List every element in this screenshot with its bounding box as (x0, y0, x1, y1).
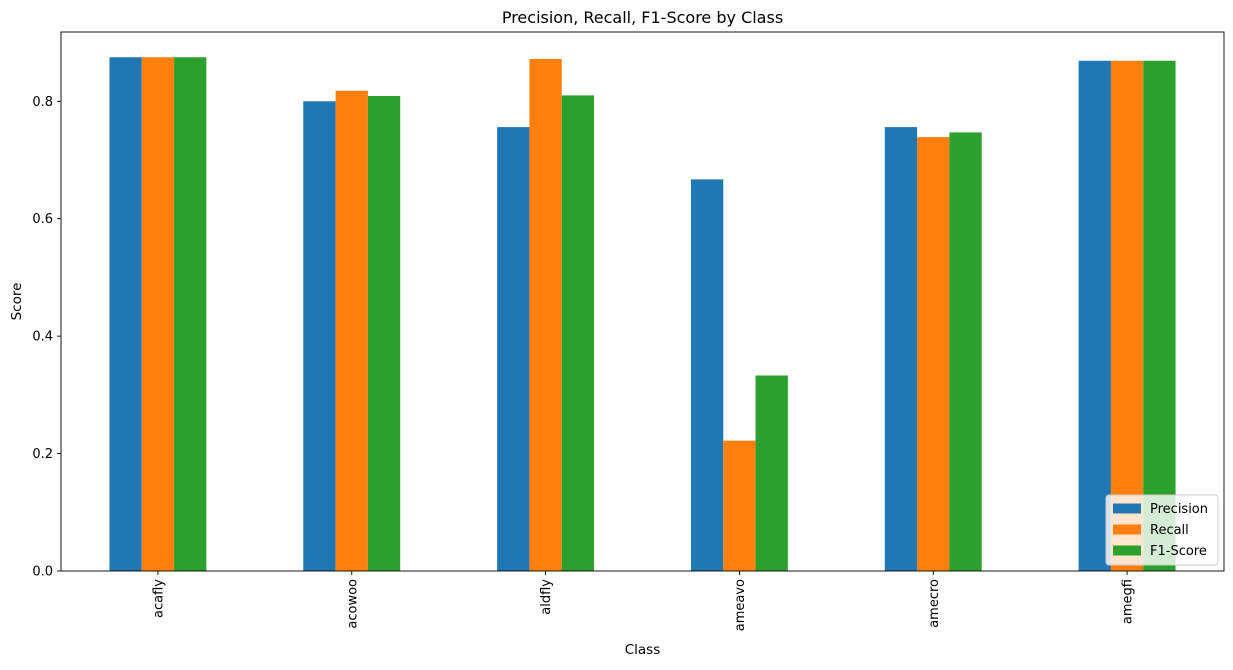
chart-title: Precision, Recall, F1-Score by Class (502, 8, 783, 27)
legend-swatch-f1-score (1113, 545, 1141, 556)
legend: Precision Recall F1-Score (1105, 494, 1219, 566)
bar-recall-amegfi (1110, 60, 1144, 572)
x-tick-label-aldfly: aldfly (539, 579, 554, 615)
bar-precision-aldfly (497, 127, 530, 571)
bar-precision-amecro (884, 127, 918, 571)
legend-swatch-recall (1113, 524, 1141, 535)
bar-f1-score-ameavo (755, 375, 788, 571)
y-axis-label: Score (9, 283, 25, 321)
y-tick-label: 0.8 (32, 95, 53, 110)
legend-label-precision: Precision (1150, 502, 1208, 517)
legend-swatch-precision (1113, 503, 1141, 514)
bar-recall-amecro (917, 137, 950, 571)
x-tick-label-amegfi: amegfi (1121, 579, 1136, 624)
x-tick-label-acafly: acafly (151, 579, 166, 618)
bar-precision-acafly (109, 57, 142, 572)
x-axis-label: Class (625, 642, 661, 658)
bar-precision-ameavo (690, 179, 724, 571)
bar-recall-acafly (141, 57, 175, 572)
bar-f1-score-acafly (174, 57, 207, 572)
x-tick-label-amecro: amecro (927, 579, 942, 628)
y-tick-label: 0.4 (32, 330, 53, 345)
y-axis: 0.0 0.2 0.4 0.6 0.8 (32, 95, 61, 580)
bar-recall-acowoo (335, 90, 368, 571)
bar-recall-ameavo (723, 440, 756, 571)
x-tick-label-ameavo: ameavo (733, 579, 748, 631)
x-axis: acafly acowoo aldfly ameavo amecro amegfi (151, 571, 1136, 631)
bar-precision-acowoo (303, 101, 336, 571)
bar-f1-score-aldfly (561, 95, 595, 571)
bar-precision-amegfi (1078, 60, 1111, 572)
bar-recall-aldfly (529, 59, 562, 571)
legend-label-recall: Recall (1150, 523, 1189, 538)
y-tick-label: 0.0 (32, 565, 53, 580)
legend-label-f1-score: F1-Score (1150, 544, 1207, 559)
bar-f1-score-amecro (949, 132, 982, 571)
y-tick-label: 0.6 (32, 212, 53, 227)
bars-layer (109, 57, 1176, 572)
bar-f1-score-amegfi (1143, 60, 1176, 572)
y-tick-label: 0.2 (32, 447, 53, 462)
bar-f1-score-acowoo (367, 95, 401, 572)
x-tick-label-acowoo: acowoo (345, 579, 360, 629)
plot-frame (60, 31, 1225, 572)
